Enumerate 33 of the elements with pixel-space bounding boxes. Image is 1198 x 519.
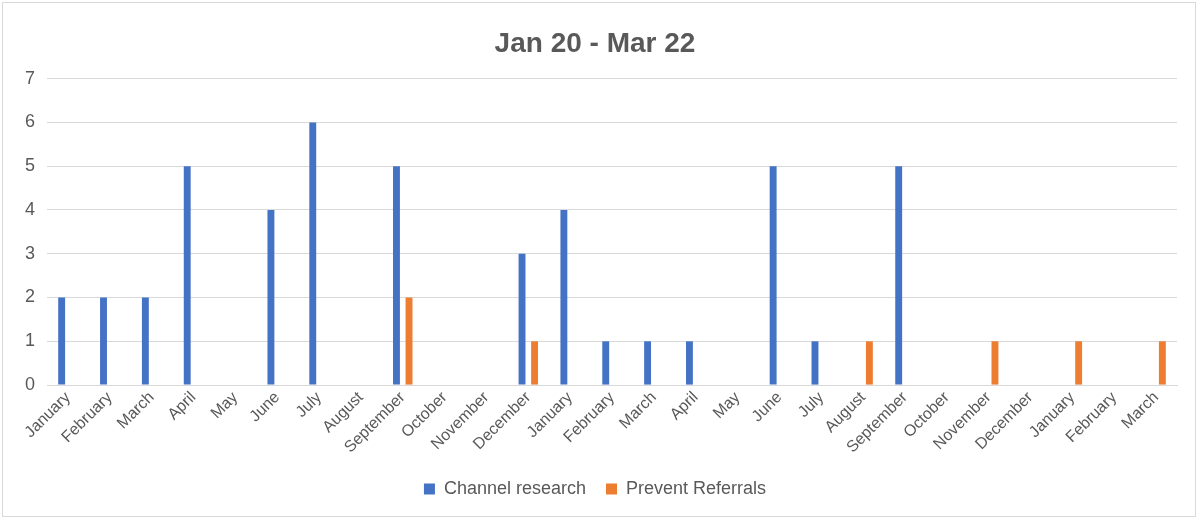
bar <box>393 166 400 385</box>
y-tick-label: 1 <box>25 330 36 351</box>
bar <box>100 297 107 385</box>
x-tick-label: May <box>709 388 743 422</box>
bar <box>531 341 539 385</box>
bar <box>141 297 149 385</box>
y-tick-label: 3 <box>25 242 36 263</box>
y-tick-label: 5 <box>25 155 36 176</box>
bar <box>895 166 903 385</box>
x-tick-label: July <box>794 388 827 421</box>
y-tick-label: 7 <box>25 67 36 88</box>
y-tick-label: 4 <box>25 198 36 219</box>
bar <box>1075 341 1083 385</box>
bar <box>183 166 191 385</box>
legend-label: Channel research <box>443 477 587 498</box>
bar <box>267 209 275 385</box>
bar <box>991 341 999 385</box>
bar <box>644 341 652 385</box>
bar <box>58 297 66 385</box>
bar <box>560 209 568 385</box>
bar <box>769 166 777 385</box>
y-tick-label: 0 <box>25 374 36 395</box>
bar <box>602 341 610 385</box>
y-tick-label: 2 <box>25 286 36 307</box>
bar <box>685 341 693 385</box>
bar <box>1158 341 1166 385</box>
chart-title: Jan 20 - Mar 22 <box>494 26 696 58</box>
bar <box>865 341 873 385</box>
y-tick-label: 6 <box>25 111 36 132</box>
x-tick-label: May <box>207 388 241 422</box>
legend-label: Prevent Referrals <box>626 477 767 498</box>
x-tick-label: July <box>292 388 325 421</box>
bar <box>309 122 317 385</box>
